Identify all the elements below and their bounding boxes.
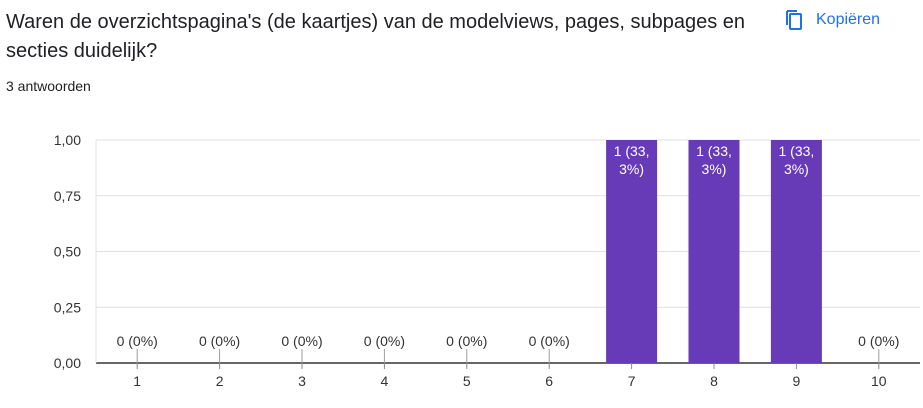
x-tick-label: 1 bbox=[133, 373, 141, 389]
bar bbox=[770, 140, 822, 363]
bar-data-label: 0 (0%) bbox=[281, 333, 322, 349]
bar-data-label: 3%) bbox=[702, 161, 727, 177]
x-tick-label: 5 bbox=[463, 373, 471, 389]
bar-data-label: 0 (0%) bbox=[446, 333, 487, 349]
copy-button[interactable]: Kopiëren bbox=[782, 2, 880, 38]
bar-data-label: 3%) bbox=[619, 161, 644, 177]
x-tick-label: 7 bbox=[628, 373, 636, 389]
x-tick-label: 6 bbox=[545, 373, 553, 389]
copy-button-label: Kopiëren bbox=[816, 11, 881, 28]
x-tick-label: 9 bbox=[793, 373, 801, 389]
bar-data-label: 1 (33, bbox=[614, 143, 650, 159]
bar-data-label: 0 (0%) bbox=[117, 333, 158, 349]
y-tick-label: 0,00 bbox=[54, 355, 81, 371]
bar-data-label: 0 (0%) bbox=[199, 333, 240, 349]
y-tick-label: 0,25 bbox=[54, 299, 81, 315]
bar-data-label: 3%) bbox=[784, 161, 809, 177]
x-tick-label: 10 bbox=[871, 373, 887, 389]
bar-data-label: 0 (0%) bbox=[364, 333, 405, 349]
bar bbox=[606, 140, 658, 363]
bar bbox=[688, 140, 740, 363]
y-tick-label: 0,75 bbox=[54, 188, 81, 204]
question-title: Waren de overzichtspagina's (de kaartjes… bbox=[6, 11, 746, 62]
bar-data-label: 1 (33, bbox=[778, 143, 814, 159]
bar-data-label: 0 (0%) bbox=[858, 333, 899, 349]
x-tick-label: 2 bbox=[216, 373, 224, 389]
y-tick-label: 1,00 bbox=[54, 132, 81, 148]
y-tick-label: 0,50 bbox=[54, 244, 81, 260]
x-tick-label: 4 bbox=[381, 373, 389, 389]
bar-data-label: 0 (0%) bbox=[529, 333, 570, 349]
response-count: 3 antwoorden bbox=[6, 78, 91, 94]
x-tick-label: 8 bbox=[710, 373, 718, 389]
x-tick-label: 3 bbox=[298, 373, 306, 389]
copy-icon bbox=[782, 8, 806, 32]
bar-data-label: 1 (33, bbox=[696, 143, 732, 159]
